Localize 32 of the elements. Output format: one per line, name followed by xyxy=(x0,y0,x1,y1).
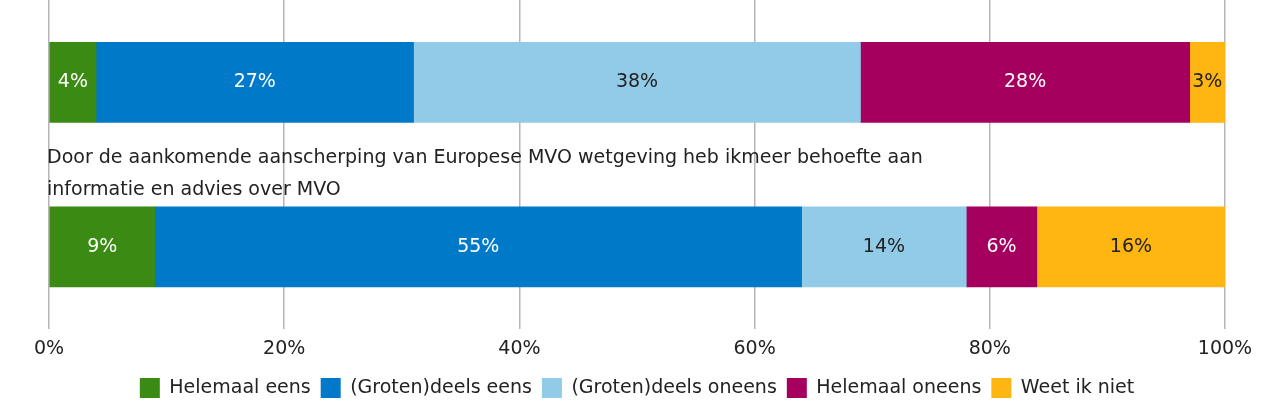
data-label: 38% xyxy=(615,69,659,92)
data-label: 28% xyxy=(1003,69,1047,92)
bar xyxy=(860,41,1191,123)
y-tick-label: Door de aankomende aanscherping van Europese MVO wetgeving heb ikmeer behoefte aan informatie en advies over MVO xyxy=(47,144,923,199)
data-label: 4% xyxy=(57,69,88,92)
data-label: 6% xyxy=(986,233,1017,256)
data-label: 3% xyxy=(1192,69,1223,92)
x-tick-label: 40% xyxy=(498,335,541,358)
x-tick-label: 20% xyxy=(263,335,306,358)
bar xyxy=(1189,41,1225,123)
bar xyxy=(801,206,967,288)
data-label: 55% xyxy=(457,233,500,256)
x-tick-label: 60% xyxy=(733,335,776,358)
data-label: 16% xyxy=(1109,233,1153,256)
legend-label: (Groten)deels eens xyxy=(350,374,532,397)
legend-label: Helemaal oneens xyxy=(816,374,982,397)
legend-label: (Groten)deels oneens xyxy=(571,374,777,397)
bar xyxy=(965,206,1038,288)
data-label: 14% xyxy=(862,233,906,256)
data-label: 27% xyxy=(233,69,276,92)
bar xyxy=(1036,206,1225,288)
bar xyxy=(49,41,97,123)
x-tick-label: 0% xyxy=(33,335,65,358)
bar xyxy=(95,41,414,123)
bar xyxy=(49,206,156,288)
bar xyxy=(154,206,802,288)
legend-label: Weet ik niet xyxy=(1020,374,1135,397)
data-label: 9% xyxy=(87,233,118,256)
x-tick-label: 80% xyxy=(968,335,1011,358)
x-tick-label: 100% xyxy=(1197,335,1253,358)
bar xyxy=(413,41,861,123)
legend-label: Helemaal eens xyxy=(169,374,311,397)
